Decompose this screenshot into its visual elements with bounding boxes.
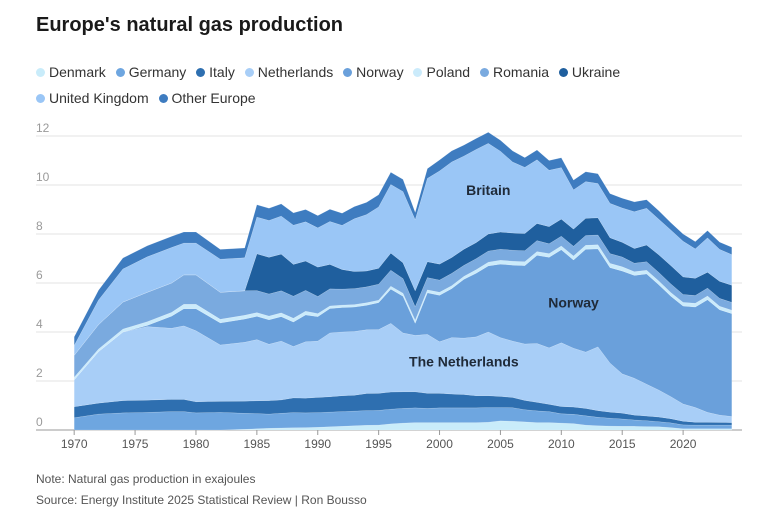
chart-note: Note: Natural gas production in exajoule… xyxy=(36,472,255,486)
x-tick-label-1990: 1990 xyxy=(304,437,331,451)
annotation-britain: Britain xyxy=(466,182,510,198)
annotation-the-netherlands: The Netherlands xyxy=(409,353,519,369)
x-tick-label-1995: 1995 xyxy=(365,437,392,451)
y-tick-label-2: 2 xyxy=(36,366,43,380)
y-tick-label-8: 8 xyxy=(36,219,43,233)
x-tick-label-2015: 2015 xyxy=(609,437,636,451)
chart-source: Source: Energy Institute 2025 Statistica… xyxy=(36,493,367,507)
x-tick-label-1980: 1980 xyxy=(183,437,210,451)
x-tick-label-1970: 1970 xyxy=(61,437,88,451)
x-axis: 1970 1975 1980 1985 1990 1995 2000 2005 2010 2015… xyxy=(61,430,697,451)
y-tick-label-10: 10 xyxy=(36,170,50,184)
annotation-norway: Norway xyxy=(548,295,599,311)
y-tick-label-6: 6 xyxy=(36,268,43,282)
x-tick-label-2005: 2005 xyxy=(487,437,514,451)
y-tick-label-4: 4 xyxy=(36,317,43,331)
x-tick-label-2010: 2010 xyxy=(548,437,575,451)
stacked-area-chart: 0 2 4 6 8 10 12 1970 1975 1980 1985 1990 1995 2000 20… xyxy=(0,0,764,515)
y-axis: 0 2 4 6 8 10 12 xyxy=(36,121,50,429)
x-tick-label-2000: 2000 xyxy=(426,437,453,451)
x-tick-label-2020: 2020 xyxy=(670,437,697,451)
y-tick-label-0: 0 xyxy=(36,415,43,429)
x-tick-label-1985: 1985 xyxy=(244,437,271,451)
x-tick-label-1975: 1975 xyxy=(122,437,149,451)
area-series xyxy=(74,132,732,430)
y-tick-label-12: 12 xyxy=(36,121,50,135)
